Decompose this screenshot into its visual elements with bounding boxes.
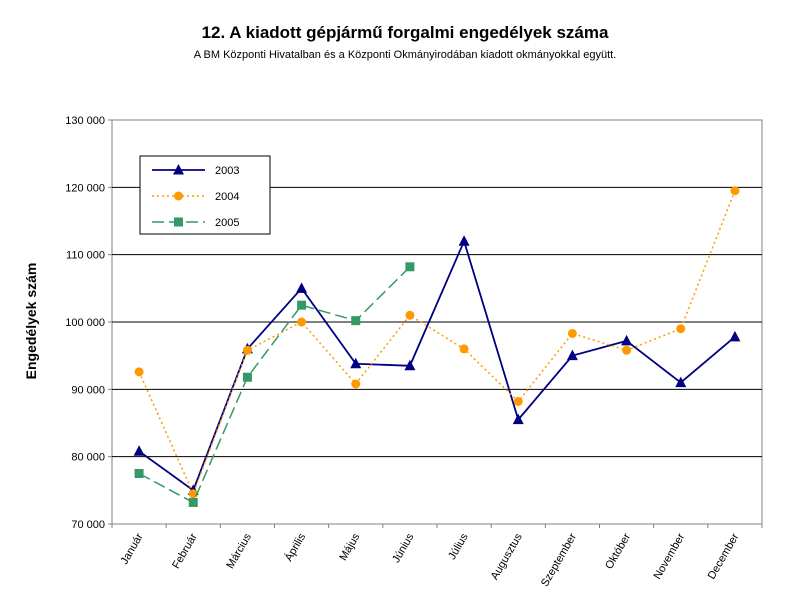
legend-entry: 2003 <box>215 165 239 177</box>
data-point <box>405 310 415 320</box>
x-tick-label: Október <box>603 531 633 571</box>
x-tick-label: Június <box>390 531 417 565</box>
chart-subtitle: A BM Központi Hivatalban és a Központi O… <box>194 49 617 61</box>
chart-title: 12. A kiadott gépjármű forgalmi engedély… <box>202 23 609 42</box>
series-line <box>138 238 736 492</box>
data-point <box>351 379 361 389</box>
series-line <box>138 266 411 504</box>
y-axis-ticks: 70 000 80 000 90 000 100 000 110 000 120 000 1… <box>65 115 112 531</box>
data-point <box>188 497 198 507</box>
data-point <box>297 317 307 327</box>
y-tick-label: 120 000 <box>65 182 105 194</box>
y-tick-label: 130 000 <box>65 115 105 127</box>
legend: 2003 2004 2005 <box>139 155 271 235</box>
data-point <box>173 164 184 175</box>
legend-entry: 2005 <box>215 217 239 229</box>
y-tick-label: 90 000 <box>71 384 105 396</box>
data-point <box>133 445 145 456</box>
series-2003 <box>133 235 741 495</box>
data-point <box>675 376 687 388</box>
data-point <box>134 367 144 377</box>
x-tick-label: Február <box>170 531 200 571</box>
data-point <box>242 345 252 355</box>
legend-entry: 2004 <box>215 191 239 203</box>
data-point <box>134 469 144 478</box>
series-line <box>138 190 736 496</box>
x-axis-ticks: Január Február Március Április Május Június Jú… <box>111 524 763 589</box>
data-point <box>459 344 469 354</box>
series-2005 <box>134 262 415 507</box>
y-tick-label: 110 000 <box>66 250 105 262</box>
data-point <box>621 334 633 346</box>
x-tick-label: Szeptember <box>539 531 579 589</box>
x-tick-label: Augusztus <box>489 531 525 582</box>
data-point <box>512 413 524 425</box>
data-point <box>242 372 252 382</box>
x-tick-label: Március <box>224 531 254 571</box>
data-point <box>174 217 183 227</box>
y-tick-label: 80 000 <box>71 452 105 464</box>
data-point <box>567 328 577 338</box>
x-tick-label: Július <box>446 531 471 562</box>
data-point <box>730 186 740 196</box>
data-point <box>350 357 362 369</box>
data-point <box>296 282 308 293</box>
data-point <box>622 345 632 355</box>
series-2004 <box>134 186 740 499</box>
data-point <box>513 396 523 406</box>
x-tick-label: November <box>652 531 688 581</box>
y-axis-label: Engedélyek szám <box>23 263 39 380</box>
x-tick-label: Május <box>337 531 362 563</box>
data-point <box>676 324 686 334</box>
x-tick-label: December <box>706 531 742 581</box>
data-point <box>174 191 183 201</box>
legend-box <box>139 155 271 235</box>
data-point <box>566 349 578 361</box>
data-point <box>729 330 741 342</box>
y-tick-label: 100 000 <box>65 317 105 329</box>
series-group <box>133 186 741 507</box>
y-tick-label: 70 000 <box>71 519 105 531</box>
data-point <box>404 359 416 371</box>
data-point <box>297 300 307 310</box>
data-point <box>458 235 470 246</box>
data-point <box>405 262 415 272</box>
x-tick-label: Január <box>118 531 145 566</box>
x-tick-label: Április <box>282 531 308 564</box>
data-point <box>351 316 361 326</box>
